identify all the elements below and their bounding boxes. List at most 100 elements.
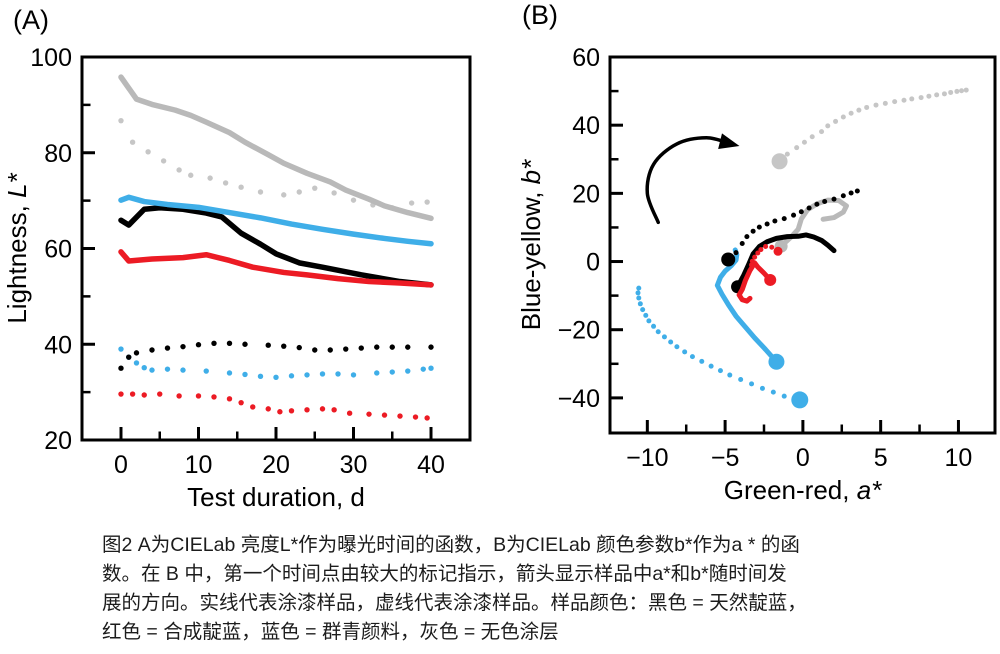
colorless-coating-dotted-dot (882, 100, 888, 106)
ultramarine-dotted-dot (655, 329, 661, 335)
colorless-coating-dotted-dot (819, 129, 825, 135)
x-tick-label: −5 (711, 444, 740, 472)
ultramarine-dotted-dot (668, 339, 674, 345)
colorless-coating-dotted-dot (424, 199, 430, 205)
ultramarine-dotted-dot (141, 365, 147, 371)
ultramarine-dotted-dot (637, 301, 643, 307)
caption-line: 图2 A为CIELab 亮度L*作为曝光时间的函数，B为CIELab 颜色参数b… (102, 534, 800, 556)
ultramarine-dotted-dot (226, 370, 233, 376)
synthetic-indigo-dotted-dot (304, 407, 310, 413)
natural-indigo-dotted-dot (327, 347, 333, 353)
ultramarine-dotted-dot (242, 371, 248, 378)
colorless-coating-dotted-dot (145, 149, 151, 155)
synthetic-indigo-dotted-dot (763, 244, 769, 250)
ultramarine-dotted-dot (405, 368, 411, 374)
colorless-coating-dotted-dot (963, 87, 969, 93)
natural-indigo-dotted-dot (840, 193, 846, 199)
natural-indigo-dotted-dot (389, 344, 395, 350)
natural-indigo-dotted-dot (750, 228, 756, 234)
natural-indigo-dotted-dot (126, 354, 132, 360)
natural-indigo-dotted-dot (358, 345, 364, 351)
panel-b-chart: −40 −20 0 20 40 60 −10 −5 0 5 10 Green-red, a* Blue-… (516, 44, 997, 505)
colorless-coating-dotted-dot (959, 88, 965, 94)
ultramarine-dotted-dot (661, 334, 667, 340)
colorless-coating-dotted-dot (801, 139, 807, 145)
ultramarine-dotted-dot (635, 290, 641, 296)
synthetic-indigo-dotted-dot (277, 409, 283, 415)
colorless-coating-dotted-dot (118, 117, 124, 124)
colorless-coating-solid-line (118, 74, 434, 222)
x-axis-title: Green-red, a* (724, 475, 882, 505)
plot-frame (608, 55, 997, 435)
colorless-coating-dotted-start-marker (771, 153, 788, 170)
synthetic-indigo-dotted-dot (238, 399, 244, 406)
natural-indigo-dotted-dot (180, 343, 186, 350)
natural-indigo-dotted-dot (744, 234, 750, 240)
direction-arrow (645, 136, 732, 225)
colorless-coating-dotted-dot (901, 97, 907, 103)
synthetic-indigo-dotted-dot (129, 391, 136, 397)
synthetic-indigo-dotted-dot (118, 391, 124, 397)
natural-indigo-dotted-dot (374, 344, 380, 350)
colorless-coating-dotted-dot (257, 189, 264, 195)
ultramarine-dotted-dot (699, 358, 705, 364)
natural-indigo-dotted-dot (831, 196, 837, 202)
synthetic-indigo-dotted-dot (195, 393, 202, 399)
colorless-coating-dotted-dot (350, 197, 357, 203)
ultramarine-dotted-dot (717, 368, 723, 374)
natural-indigo-dotted-dot (733, 250, 739, 256)
ultramarine-dotted-dot (738, 376, 744, 382)
ultramarine-dotted-dot (374, 370, 380, 376)
y-tick-label: −20 (558, 317, 600, 345)
synthetic-indigo-solid-line (118, 249, 434, 288)
ultramarine-dotted-dot (203, 368, 209, 374)
ultramarine-dotted-dot (319, 371, 326, 377)
synthetic-indigo-dotted-dot (331, 407, 337, 413)
panel-a-chart: 20 40 60 80 100 0 10 20 30 40 Test duration, d Ligh… (2, 44, 472, 512)
natural-indigo-dotted-dot (312, 347, 318, 353)
ultramarine-dotted-dot (133, 360, 140, 366)
colorless-coating-dotted-dot (238, 184, 244, 190)
ultramarine-dotted-dot (180, 367, 186, 373)
ultramarine-dotted-dot (149, 367, 155, 373)
ultramarine-dotted-dot (164, 366, 171, 372)
ultramarine-dotted-dot (389, 369, 395, 375)
ultramarine-dotted-start-marker (791, 391, 809, 409)
colorless-coating-dotted-dot (296, 189, 302, 195)
ultramarine-dotted-dot (674, 344, 680, 350)
natural-indigo-solid-line (118, 205, 434, 288)
ultramarine-dotted-dot (288, 373, 295, 379)
y-tick-label: 60 (44, 236, 72, 264)
synthetic-indigo-dotted-dot (226, 396, 233, 402)
figure-caption: 图2 A为CIELab 亮度L*作为曝光时间的函数，B为CIELab 颜色参数b… (102, 531, 952, 647)
natural-indigo-dotted-dot (149, 347, 155, 353)
colorless-coating-dotted-dot (918, 95, 924, 101)
x-tick-label: 10 (185, 451, 213, 479)
x-tick-label: 5 (874, 444, 888, 472)
colorless-coating-dotted-dot (926, 93, 932, 99)
ultramarine-dotted-dot (651, 323, 657, 329)
panel-a-label: (A) (13, 5, 49, 35)
ultramarine-dotted-dot (682, 349, 688, 355)
x-tick-label: 0 (114, 451, 128, 479)
natural-indigo-dotted-dot (211, 340, 217, 346)
synthetic-indigo-dotted-dot (176, 393, 182, 399)
x-tick-label: 10 (945, 444, 973, 472)
natural-indigo-dotted-dot (772, 218, 778, 224)
natural-indigo-dotted-dot (265, 342, 271, 348)
colorless-coating-dotted-dot (954, 88, 960, 94)
natural-indigo-dotted-dot (781, 216, 787, 222)
x-tick-label: 0 (796, 444, 810, 472)
synthetic-indigo-solid-line (736, 260, 773, 304)
colorless-coating-dotted-dot (892, 99, 898, 105)
natural-indigo-dotted-dot (118, 365, 124, 371)
natural-indigo-solid-line (735, 232, 837, 290)
caption-line: 数。在 B 中，第一个时间点由较大的标记指示，箭头显示样品中a*和b*随时间发 (102, 563, 787, 585)
y-tick-label: 60 (572, 44, 600, 72)
plot-frame (80, 55, 472, 442)
colorless-coating-dotted-dot (129, 139, 136, 145)
natural-indigo-dotted-dot (814, 201, 820, 207)
synthetic-indigo-dotted-dot (755, 250, 761, 256)
colorless-coating-dotted-dot (909, 96, 915, 102)
